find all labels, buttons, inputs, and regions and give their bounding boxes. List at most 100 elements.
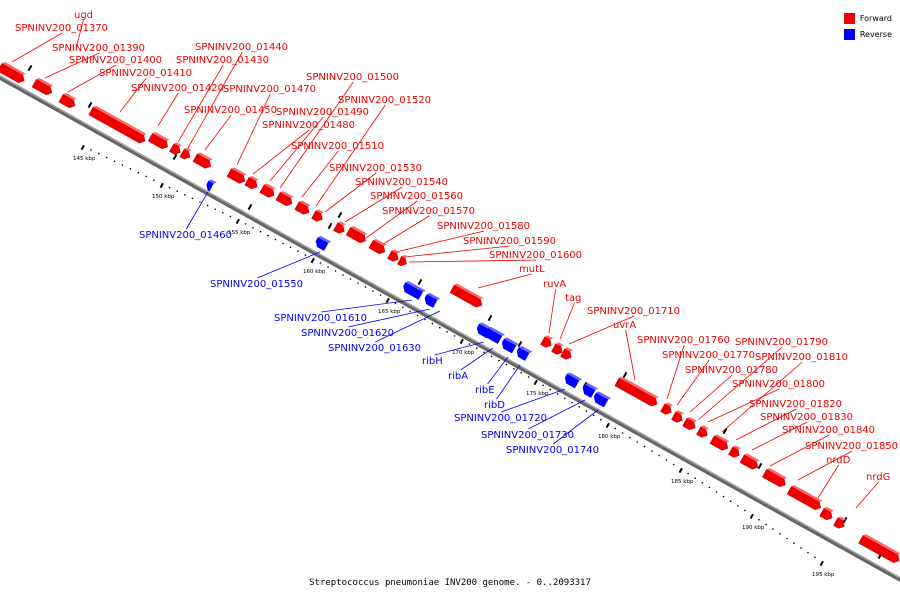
label-SPNINV200_01840[interactable]: SPNINV200_01840 [782,425,875,436]
label-SPNINV200_01740[interactable]: SPNINV200_01740 [506,445,599,456]
gene-arrow[interactable] [401,282,423,300]
gene-arrow[interactable] [560,348,573,362]
label-SPNINV200_01540[interactable]: SPNINV200_01540 [355,177,448,188]
gene-SPNINV200_01830[interactable] [762,467,789,489]
label-SPNINV200_01500[interactable]: SPNINV200_01500 [306,72,399,83]
gene-arrow[interactable] [819,507,835,522]
label-SPNINV200_01610[interactable]: SPNINV200_01610 [274,313,367,324]
label-SPNINV200_01810[interactable]: SPNINV200_01810 [755,352,848,363]
gene-SPNINV200_01440[interactable] [179,147,193,161]
gene-arrow[interactable] [696,426,709,440]
label-ribA[interactable]: ribA [448,371,468,382]
label-SPNINV200_01410[interactable]: SPNINV200_01410 [99,68,192,79]
gene-arrow[interactable] [660,403,673,417]
label-SPNINV200_01590[interactable]: SPNINV200_01590 [463,236,556,247]
gene-SPNINV200_01810[interactable] [728,444,742,459]
gene-nrdD[interactable] [833,515,847,530]
label-SPNINV200_01400[interactable]: SPNINV200_01400 [69,55,162,66]
gene-ribE[interactable] [515,345,533,362]
gene-SPNINV200_01550[interactable] [314,235,332,252]
gene-arrow[interactable] [581,384,596,398]
gene-SPNINV200_01620[interactable] [423,292,441,309]
gene-SPNINV200_01540[interactable] [345,225,369,245]
gene-arrow[interactable] [204,180,214,192]
label-SPNINV200_01620[interactable]: SPNINV200_01620 [301,328,394,339]
gene-arrow[interactable] [551,343,564,357]
gene-SPNINV200_01510[interactable] [294,199,313,217]
gene-SPNINV200_01730[interactable] [592,390,612,408]
gene-arrow[interactable] [614,377,660,408]
label-SPNINV200_01450[interactable]: SPNINV200_01450 [184,105,277,116]
gene-arrow[interactable] [397,255,408,268]
label-SPNINV200_01580[interactable]: SPNINV200_01580 [437,221,530,232]
label-nrdG[interactable]: nrdG [866,472,890,483]
label-ribE[interactable]: ribE [475,385,495,396]
label-ribD[interactable]: ribD [484,400,505,411]
label-SPNINV200_01460[interactable]: SPNINV200_01460 [139,230,232,241]
gene-mutL[interactable] [449,283,485,310]
label-SPNINV200_01800[interactable]: SPNINV200_01800 [732,379,825,390]
label-nrdD[interactable]: nrdD [826,455,851,466]
label-SPNINV200_01630[interactable]: SPNINV200_01630 [328,343,421,354]
label-SPNINV200_01530[interactable]: SPNINV200_01530 [329,163,422,174]
gene-ugd[interactable] [31,77,55,97]
gene-SPNINV200_01850[interactable] [819,506,836,522]
gene-arrow[interactable] [31,78,54,97]
label-SPNINV200_01470[interactable]: SPNINV200_01470 [223,84,316,95]
label-SPNINV200_01390[interactable]: SPNINV200_01390 [52,43,145,54]
label-SPNINV200_01570[interactable]: SPNINV200_01570 [382,206,475,217]
gene-nrdG[interactable] [858,533,900,564]
gene-SPNINV200_01580[interactable] [397,254,410,268]
label-SPNINV200_01730[interactable]: SPNINV200_01730 [481,430,574,441]
gene-SPNINV200_01710[interactable] [560,346,574,361]
label-SPNINV200_01550[interactable]: SPNINV200_01550 [210,279,303,290]
gene-ruvA[interactable] [540,334,554,349]
gene-arrow[interactable] [345,226,368,245]
label-SPNINV200_01600[interactable]: SPNINV200_01600 [489,250,582,261]
gene-SPNINV200_01400[interactable] [88,105,149,145]
gene-arrow[interactable] [314,237,329,251]
label-ribH[interactable]: ribH [422,356,443,367]
gene-arrow[interactable] [294,201,312,217]
gene-SPNINV200_01800[interactable] [709,434,731,453]
label-SPNINV200_01710[interactable]: SPNINV200_01710 [587,306,680,317]
gene-arrow[interactable] [179,148,192,161]
label-tag[interactable]: tag [565,293,581,304]
gene-tag[interactable] [551,341,565,356]
label-SPNINV200_01720[interactable]: SPNINV200_01720 [454,413,547,424]
gene-arrow[interactable] [88,106,148,145]
gene-arrow[interactable] [540,336,553,350]
gene-uvrA[interactable] [614,376,661,408]
gene-SPNINV200_01500[interactable] [275,190,296,208]
gene-SPNINV200_01840[interactable] [786,484,824,512]
gene-SPNINV200_01560[interactable] [368,238,389,256]
gene-ribH[interactable] [484,326,506,345]
label-SPNINV200_01440[interactable]: SPNINV200_01440 [195,42,288,53]
gene-SPNINV200_01480[interactable] [244,175,261,191]
gene-SPNINV200_01390[interactable] [58,92,79,110]
gene-arrow[interactable] [592,392,609,408]
gene-arrow[interactable] [259,184,277,200]
gene-SPNINV200_01490[interactable] [259,182,278,200]
label-SPNINV200_01510[interactable]: SPNINV200_01510 [291,141,384,152]
gene-SPNINV200_01770[interactable] [671,409,685,424]
label-SPNINV200_01560[interactable]: SPNINV200_01560 [370,191,463,202]
label-SPNINV200_01490[interactable]: SPNINV200_01490 [276,107,369,118]
gene-SPNINV200_01760[interactable] [660,401,674,416]
gene-arrow[interactable] [500,338,517,354]
label-SPNINV200_01850[interactable]: SPNINV200_01850 [805,441,898,452]
gene-ribA[interactable] [500,336,520,354]
label-uvrA[interactable]: uvrA [613,320,636,331]
gene-SPNINV200_01370[interactable] [0,61,28,85]
gene-SPNINV200_01610[interactable] [401,280,426,301]
gene-arrow[interactable] [147,132,170,151]
gene-SPNINV200_01720[interactable] [581,382,599,399]
gene-SPNINV200_01470[interactable] [226,167,248,186]
label-SPNINV200_01780[interactable]: SPNINV200_01780 [685,365,778,376]
gene-SPNINV200_01450[interactable] [192,152,214,171]
gene-arrow[interactable] [423,294,438,308]
label-SPNINV200_01370[interactable]: SPNINV200_01370 [15,23,108,34]
label-mutL[interactable]: mutL [519,264,545,275]
label-ruvA[interactable]: ruvA [543,279,566,290]
label-SPNINV200_01430[interactable]: SPNINV200_01430 [176,55,269,66]
